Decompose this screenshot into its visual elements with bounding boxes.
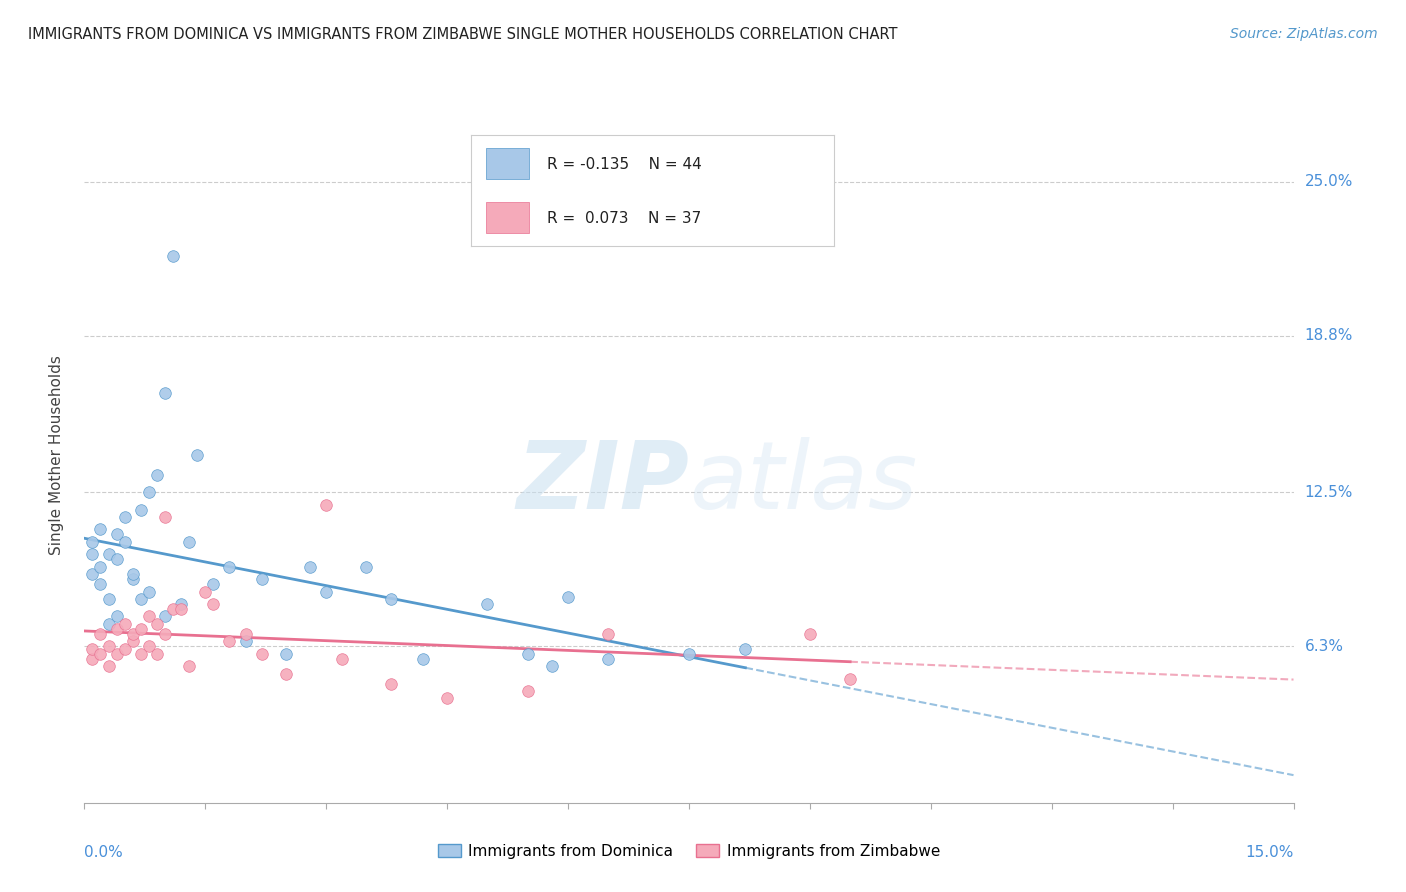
Point	[89, 577, 111, 591]
Point	[153, 627, 176, 641]
Point	[129, 592, 152, 607]
Point	[105, 609, 128, 624]
Point	[97, 592, 120, 607]
Point	[477, 597, 499, 611]
Text: ZIP: ZIP	[516, 437, 689, 529]
Point	[218, 559, 240, 574]
Point	[250, 572, 273, 586]
Point	[315, 498, 337, 512]
Point	[170, 602, 193, 616]
Point	[557, 590, 579, 604]
Text: 18.8%: 18.8%	[1305, 328, 1353, 343]
Point	[138, 485, 160, 500]
Point	[121, 627, 143, 641]
Text: Source: ZipAtlas.com: Source: ZipAtlas.com	[1230, 27, 1378, 41]
Point	[202, 597, 225, 611]
Point	[839, 672, 862, 686]
Text: 6.3%: 6.3%	[1305, 639, 1344, 654]
Point	[138, 609, 160, 624]
Point	[82, 651, 104, 665]
Point	[153, 609, 176, 624]
Point	[202, 577, 225, 591]
Point	[82, 567, 104, 582]
Point	[516, 647, 538, 661]
Point	[82, 535, 104, 549]
Point	[179, 535, 201, 549]
Text: 12.5%: 12.5%	[1305, 484, 1353, 500]
Y-axis label: Single Mother Households: Single Mother Households	[49, 355, 63, 555]
Point	[146, 616, 169, 631]
Point	[105, 552, 128, 566]
Point	[97, 547, 120, 561]
Point	[97, 659, 120, 673]
Point	[153, 385, 176, 400]
Text: 25.0%: 25.0%	[1305, 174, 1353, 189]
Point	[186, 448, 208, 462]
Point	[170, 597, 193, 611]
Point	[315, 584, 337, 599]
Legend: Immigrants from Dominica, Immigrants from Zimbabwe: Immigrants from Dominica, Immigrants fro…	[432, 838, 946, 864]
Point	[82, 547, 104, 561]
Point	[541, 659, 564, 673]
Point	[330, 651, 353, 665]
Point	[356, 559, 378, 574]
Point	[138, 639, 160, 653]
Point	[97, 639, 120, 653]
Point	[89, 523, 111, 537]
Point	[678, 647, 700, 661]
Point	[89, 559, 111, 574]
Text: 0.0%: 0.0%	[84, 845, 124, 860]
Point	[97, 616, 120, 631]
Point	[598, 627, 620, 641]
Point	[89, 647, 111, 661]
Point	[114, 616, 136, 631]
Point	[121, 572, 143, 586]
Text: 15.0%: 15.0%	[1246, 845, 1294, 860]
Point	[153, 510, 176, 524]
Point	[250, 647, 273, 661]
Point	[412, 651, 434, 665]
Point	[129, 622, 152, 636]
Point	[138, 584, 160, 599]
Point	[299, 559, 322, 574]
Point	[146, 467, 169, 482]
Point	[436, 691, 458, 706]
Point	[114, 535, 136, 549]
Point	[380, 676, 402, 690]
Point	[734, 641, 756, 656]
Point	[598, 651, 620, 665]
Point	[89, 627, 111, 641]
Point	[114, 510, 136, 524]
Point	[121, 567, 143, 582]
Point	[235, 634, 257, 648]
Point	[235, 627, 257, 641]
Point	[129, 502, 152, 516]
Point	[799, 627, 821, 641]
Point	[194, 584, 217, 599]
Point	[162, 602, 184, 616]
Point	[179, 659, 201, 673]
Point	[82, 641, 104, 656]
Point	[516, 684, 538, 698]
Text: atlas: atlas	[689, 437, 917, 528]
Text: IMMIGRANTS FROM DOMINICA VS IMMIGRANTS FROM ZIMBABWE SINGLE MOTHER HOUSEHOLDS CO: IMMIGRANTS FROM DOMINICA VS IMMIGRANTS F…	[28, 27, 897, 42]
Point	[162, 249, 184, 263]
Point	[121, 634, 143, 648]
Point	[105, 622, 128, 636]
Point	[274, 647, 297, 661]
Point	[105, 647, 128, 661]
Point	[105, 527, 128, 541]
Point	[114, 641, 136, 656]
Point	[218, 634, 240, 648]
Point	[146, 647, 169, 661]
Point	[274, 666, 297, 681]
Point	[129, 647, 152, 661]
Point	[380, 592, 402, 607]
